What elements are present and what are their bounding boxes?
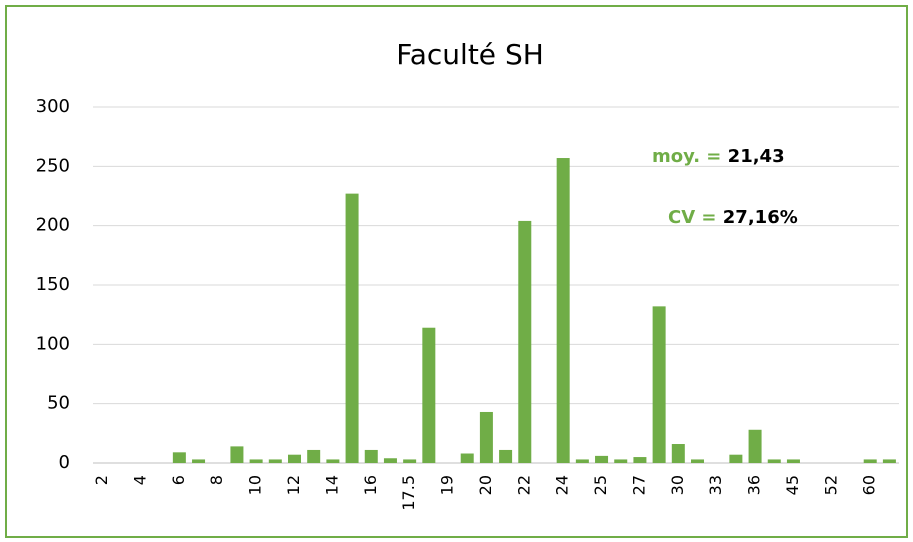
bar — [249, 459, 263, 463]
x-tick-label: 20 — [476, 475, 495, 495]
bar — [307, 449, 321, 463]
x-tick-label: 17.5 — [399, 475, 418, 511]
y-tick-label: 100 — [36, 333, 70, 354]
x-tick-label: 27 — [629, 475, 648, 495]
bar — [556, 158, 570, 463]
bar — [345, 193, 359, 464]
bar — [633, 457, 647, 463]
bar — [460, 453, 474, 463]
x-tick-label: 36 — [745, 475, 764, 495]
x-tick-label: 6 — [169, 475, 188, 485]
y-tick-label: 250 — [36, 155, 70, 176]
bar — [268, 459, 282, 463]
bar — [767, 459, 781, 463]
bar — [691, 459, 704, 463]
y-tick-label: 300 — [36, 96, 70, 117]
chart-frame — [5, 5, 908, 538]
x-tick-label: 19 — [438, 475, 457, 495]
annotation-label: CV = — [668, 207, 717, 228]
x-tick-label: 2 — [92, 475, 111, 485]
x-tick-label: 4 — [130, 475, 149, 485]
x-tick-label: 8 — [207, 475, 226, 485]
x-tick-label: 12 — [284, 475, 303, 495]
x-tick-label: 45 — [783, 475, 802, 495]
x-tick-label: 33 — [706, 475, 725, 495]
bar — [403, 459, 417, 463]
x-tick-label: 16 — [361, 475, 380, 495]
bar — [383, 458, 397, 463]
bar — [748, 429, 762, 463]
annotation-value: 21,43 — [728, 146, 785, 167]
bar — [786, 459, 800, 463]
bar — [863, 459, 877, 463]
bar — [230, 446, 244, 463]
bar — [652, 306, 666, 463]
bar — [595, 455, 609, 463]
y-tick-label: 0 — [59, 452, 70, 473]
bar — [882, 459, 896, 463]
x-tick-label: 10 — [246, 475, 265, 495]
annotation: CV = 27,16% — [668, 207, 798, 228]
bar — [479, 411, 493, 463]
bar — [288, 454, 301, 463]
y-tick-label: 150 — [36, 274, 70, 295]
x-tick-label: 24 — [553, 475, 572, 495]
bar — [364, 449, 378, 463]
chart-title: Faculté SH — [396, 38, 544, 71]
x-tick-label: 30 — [668, 475, 687, 495]
annotation-value: 27,16% — [723, 207, 798, 228]
annotation-label: moy. = — [652, 146, 721, 167]
bar — [614, 459, 628, 463]
bar — [172, 452, 186, 463]
x-tick-label: 52 — [821, 475, 840, 495]
bar — [575, 459, 589, 463]
bar — [518, 220, 532, 463]
bar — [729, 454, 743, 463]
x-tick-label: 14 — [322, 475, 341, 495]
bar — [326, 459, 340, 463]
x-tick-label: 60 — [860, 475, 879, 495]
bar — [422, 327, 436, 463]
y-tick-label: 200 — [36, 215, 70, 236]
x-tick-label: 22 — [514, 475, 533, 495]
x-tick-label: 25 — [591, 475, 610, 495]
bar — [192, 459, 206, 463]
annotation: moy. = 21,43 — [652, 146, 785, 167]
y-tick-label: 50 — [47, 393, 70, 414]
bar — [499, 449, 513, 463]
bar — [671, 444, 685, 463]
